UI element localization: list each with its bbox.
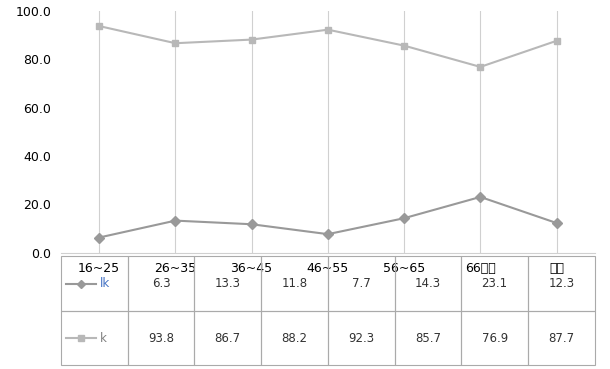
Text: 85.7: 85.7 [415,332,441,345]
Text: 93.8: 93.8 [148,332,174,345]
Text: 86.7: 86.7 [215,332,241,345]
Text: 76.9: 76.9 [481,332,508,345]
Text: 6.3: 6.3 [152,277,170,290]
Text: 88.2: 88.2 [282,332,307,345]
Text: lk: lk [99,277,110,290]
Text: 11.8: 11.8 [281,277,307,290]
Text: k: k [99,332,107,345]
Text: 12.3: 12.3 [548,277,575,290]
Text: 92.3: 92.3 [348,332,375,345]
Text: 7.7: 7.7 [352,277,371,290]
Text: 23.1: 23.1 [482,277,508,290]
Text: 13.3: 13.3 [215,277,241,290]
Text: 14.3: 14.3 [415,277,441,290]
Text: 87.7: 87.7 [548,332,575,345]
